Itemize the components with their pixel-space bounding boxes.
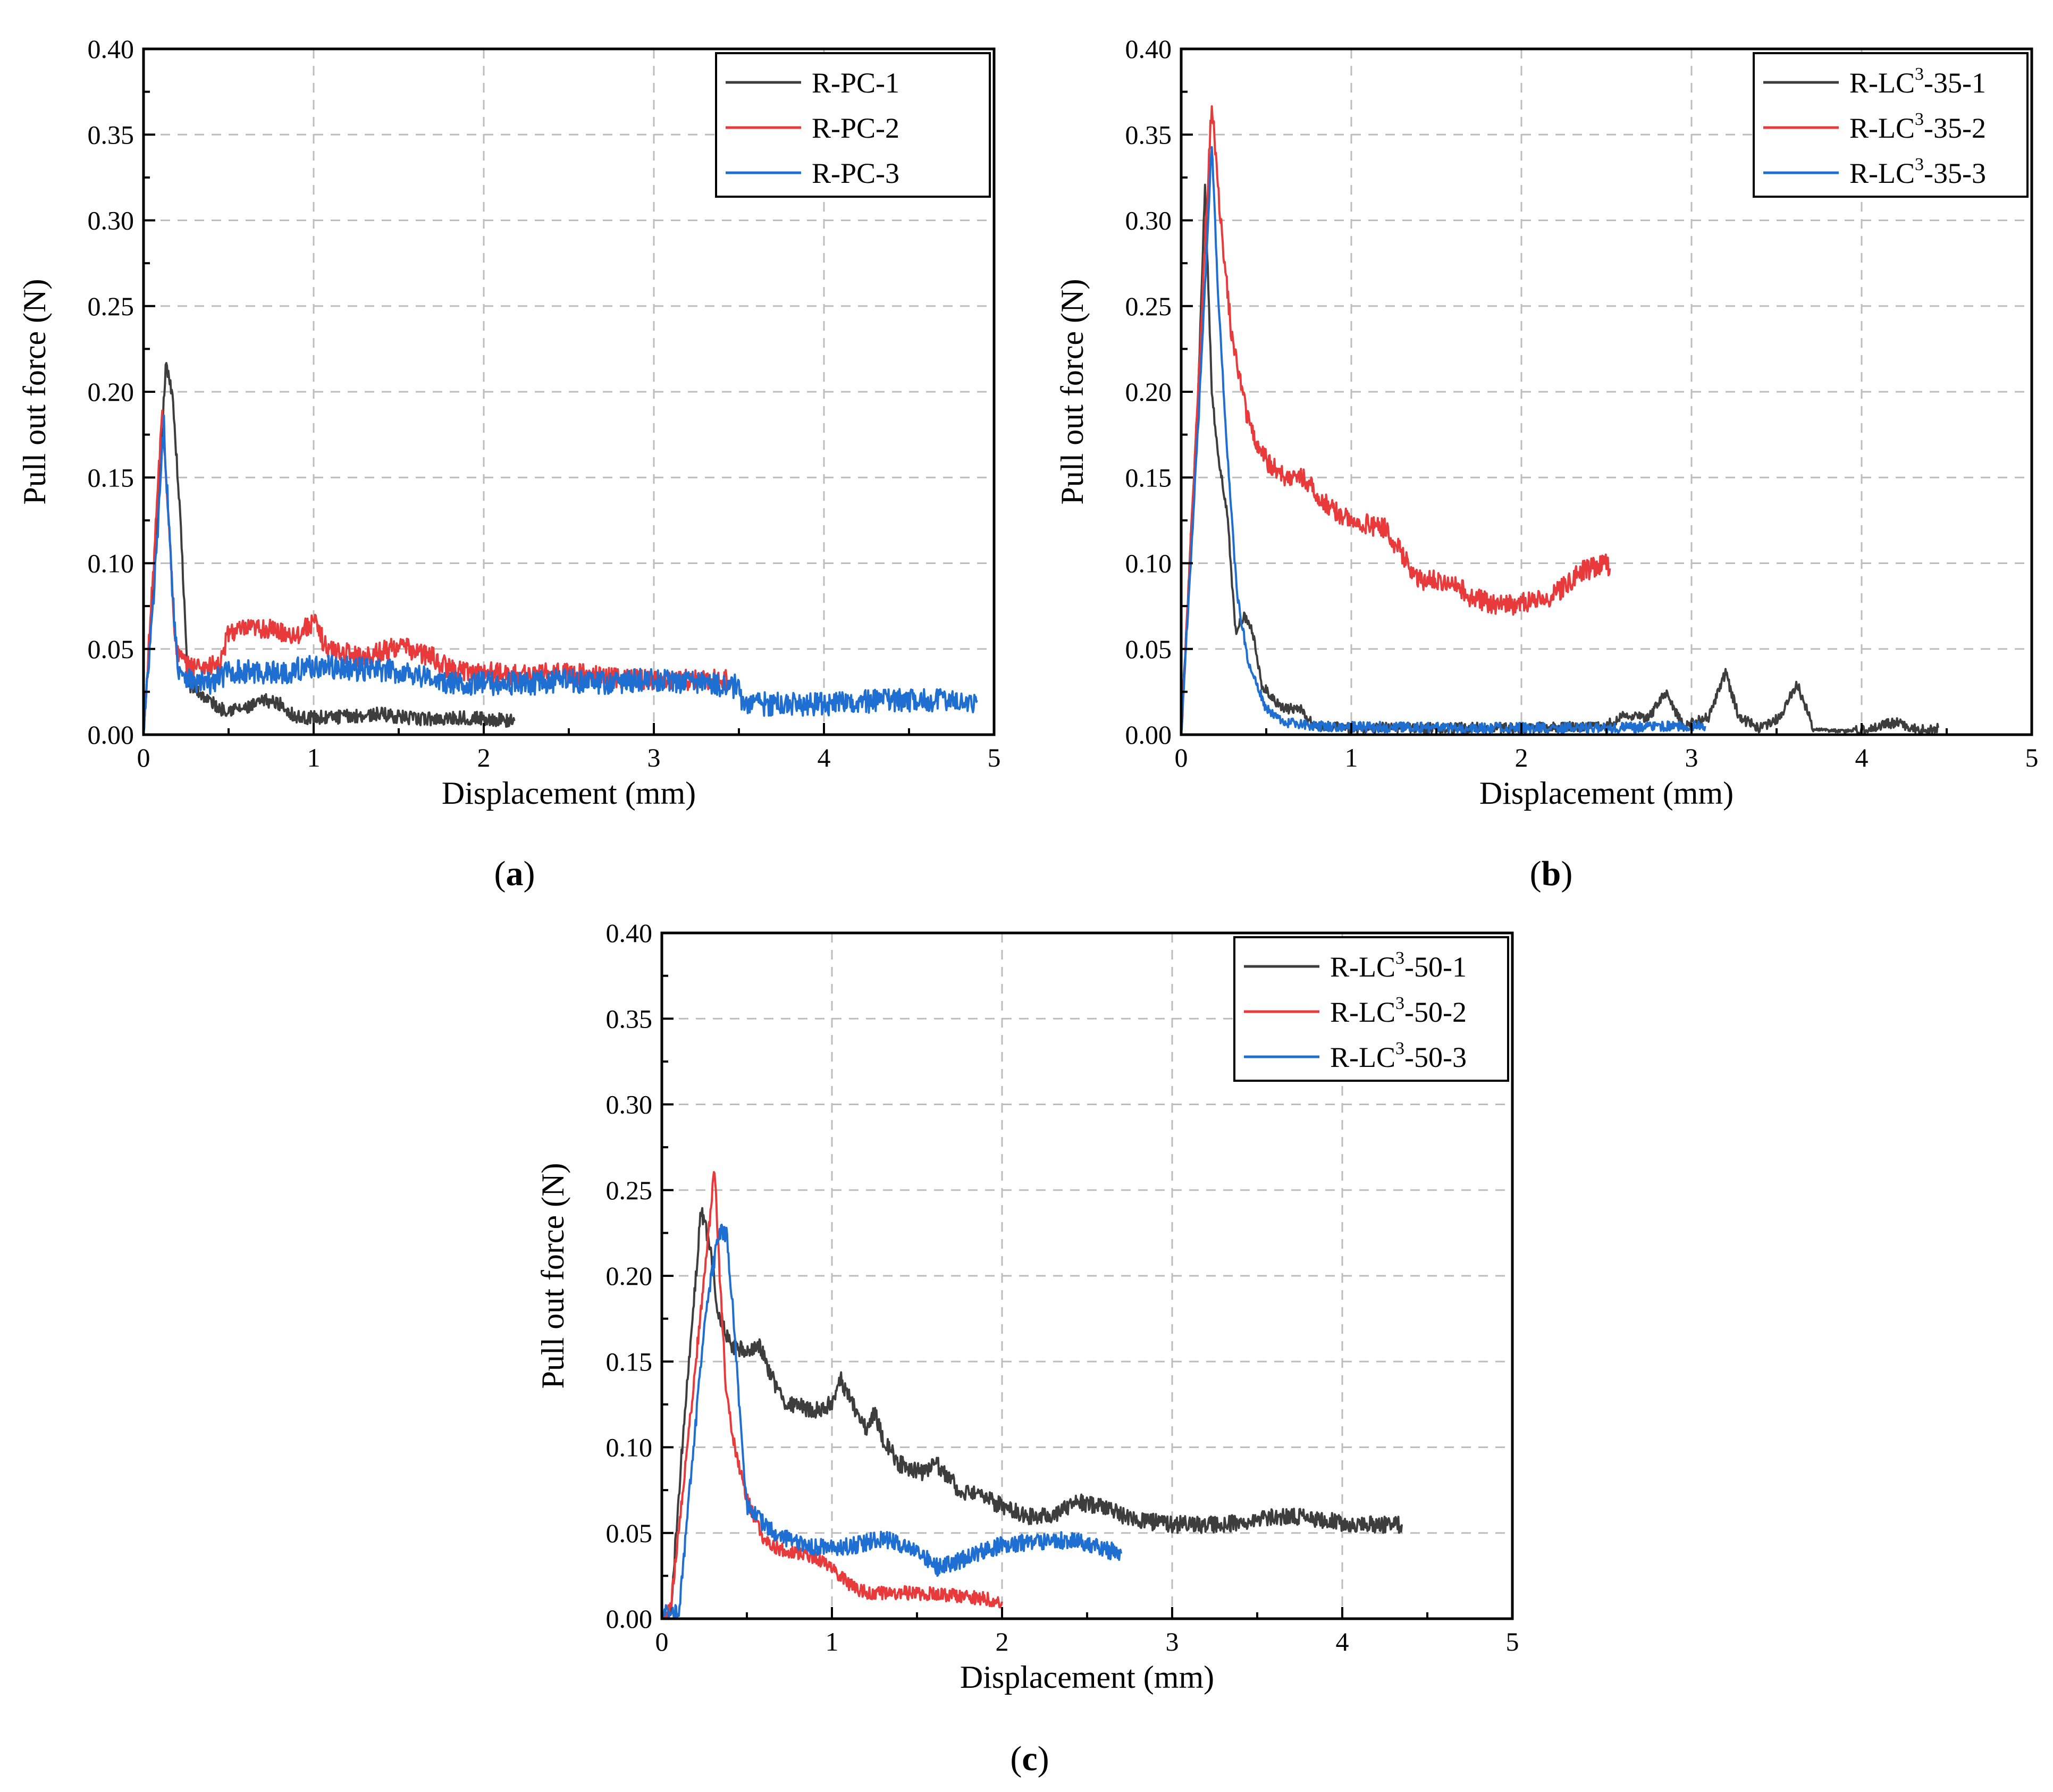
y-tick-label: 0.35 <box>88 120 134 149</box>
legend: R-PC-1 R-PC-2 R-PC-3 <box>715 52 991 198</box>
grid <box>662 933 1512 1619</box>
panel-c-caption-letter: c <box>1022 1739 1037 1778</box>
legend-entry-r-lc3-35-3: R-LC3-35-3 <box>1849 155 1986 189</box>
x-tick-label: 4 <box>1855 743 1869 772</box>
y-tick-label: 0.10 <box>88 549 134 578</box>
legend: R-LC3-35-1 R-LC3-35-2 R-LC3-35-3 <box>1753 52 2029 198</box>
panel-a-chart: 0 1 2 3 4 5 0.00 0.05 0.10 0.15 0.20 0.25 0.30 0.35 0.… <box>17 34 1001 811</box>
y-axis-label: Pull out force (N) <box>535 1163 570 1389</box>
y-tick-label: 0.30 <box>606 1090 653 1120</box>
panel-b-caption-letter: b <box>1542 854 1561 893</box>
x-tick-label: 2 <box>1515 743 1528 772</box>
x-axis-label: Displacement (mm) <box>442 776 696 811</box>
y-tick-label: 0.00 <box>606 1604 653 1634</box>
y-tick-label: 0.15 <box>88 462 134 492</box>
x-tick-label: 3 <box>1166 1627 1179 1656</box>
series-line-r-lc3-35-1 <box>1181 183 1939 735</box>
y-tick-label: 0.10 <box>1125 549 1172 578</box>
x-axis-label: Displacement (mm) <box>960 1660 1214 1695</box>
grid <box>1181 49 2032 735</box>
y-tick-label: 0.15 <box>606 1347 653 1376</box>
y-tick-label: 0.00 <box>1125 720 1172 750</box>
y-tick-label: 0.20 <box>606 1261 653 1291</box>
x-tick-label: 3 <box>647 743 661 772</box>
legend: R-LC3-50-1 R-LC3-50-2 R-LC3-50-3 <box>1233 936 1509 1082</box>
panel-a-caption-letter: a <box>506 854 524 893</box>
y-tick-label: 0.30 <box>88 206 134 235</box>
panel-b-chart: 0 1 2 3 4 5 0.00 0.05 0.10 0.15 0.20 0.25 0.30 0.35 0.… <box>1055 34 2039 811</box>
y-tick-label: 0.10 <box>606 1433 653 1462</box>
x-tick-label: 1 <box>307 743 321 772</box>
x-tick-label: 0 <box>137 743 150 772</box>
x-axis-label: Displacement (mm) <box>1479 776 1734 811</box>
x-tick-label: 0 <box>1175 743 1188 772</box>
x-tick-label: 5 <box>2025 743 2039 772</box>
x-tick-label: 2 <box>996 1627 1009 1656</box>
x-tick-label: 2 <box>477 743 491 772</box>
y-tick-label: 0.05 <box>1125 634 1172 664</box>
series-line-r-lc3-35-3 <box>1181 146 1706 735</box>
legend-entry-r-lc3-35-1: R-LC3-35-1 <box>1849 64 1986 99</box>
panel-a-caption: (a) <box>494 854 535 893</box>
legend-entry-r-pc-3: R-PC-3 <box>812 157 899 189</box>
series-line-r-pc-3 <box>144 414 978 734</box>
x-tick-label: 5 <box>1506 1627 1519 1656</box>
series-group <box>144 361 978 734</box>
legend-entry-r-pc-1: R-PC-1 <box>812 67 899 99</box>
x-tick-label: 1 <box>826 1627 839 1656</box>
y-tick-label: 0.20 <box>88 377 134 407</box>
y-tick-label: 0.25 <box>88 291 134 321</box>
series-line-r-lc3-50-3 <box>662 1223 1122 1619</box>
legend-entry-r-lc3-50-2: R-LC3-50-2 <box>1330 994 1467 1028</box>
series-line-r-lc3-35-2 <box>1181 105 1611 735</box>
y-tick-label: 0.40 <box>1125 34 1172 64</box>
x-tick-label: 3 <box>1685 743 1698 772</box>
y-tick-label: 0.05 <box>606 1518 653 1548</box>
x-tick-label: 4 <box>1336 1627 1349 1656</box>
y-tick-label: 0.30 <box>1125 206 1172 235</box>
y-tick-label: 0.15 <box>1125 462 1172 492</box>
series-group <box>1181 105 1939 735</box>
legend-entry-r-pc-2: R-PC-2 <box>812 112 899 144</box>
panel-c-chart: 0 1 2 3 4 5 0.00 0.05 0.10 0.15 0.20 0.25 0.30 0.35 0.… <box>535 918 1519 1695</box>
y-axis-label: Pull out force (N) <box>1055 279 1090 505</box>
panel-c-caption: (c) <box>1010 1739 1049 1778</box>
legend-entry-r-lc3-35-2: R-LC3-35-2 <box>1849 110 1986 144</box>
legend-entry-r-lc3-50-1: R-LC3-50-1 <box>1330 948 1467 983</box>
series-line-r-lc3-50-1 <box>662 1207 1403 1619</box>
y-tick-label: 0.00 <box>88 720 134 750</box>
series-line-r-pc-1 <box>144 361 516 734</box>
series-group <box>662 1171 1403 1619</box>
y-axis-label: Pull out force (N) <box>17 279 52 505</box>
x-tick-label: 1 <box>1345 743 1358 772</box>
y-tick-label: 0.20 <box>1125 377 1172 407</box>
y-tick-label: 0.35 <box>606 1004 653 1033</box>
x-tick-label: 4 <box>818 743 831 772</box>
x-tick-label: 0 <box>655 1627 669 1656</box>
y-tick-label: 0.05 <box>88 634 134 664</box>
legend-entry-r-lc3-50-3: R-LC3-50-3 <box>1330 1039 1467 1073</box>
y-tick-label: 0.25 <box>606 1175 653 1205</box>
y-tick-label: 0.40 <box>606 918 653 948</box>
y-tick-label: 0.35 <box>1125 120 1172 149</box>
y-tick-label: 0.40 <box>88 34 134 64</box>
grid <box>144 49 994 735</box>
panel-b-caption: (b) <box>1530 854 1573 893</box>
x-tick-label: 5 <box>988 743 1001 772</box>
y-tick-label: 0.25 <box>1125 291 1172 321</box>
